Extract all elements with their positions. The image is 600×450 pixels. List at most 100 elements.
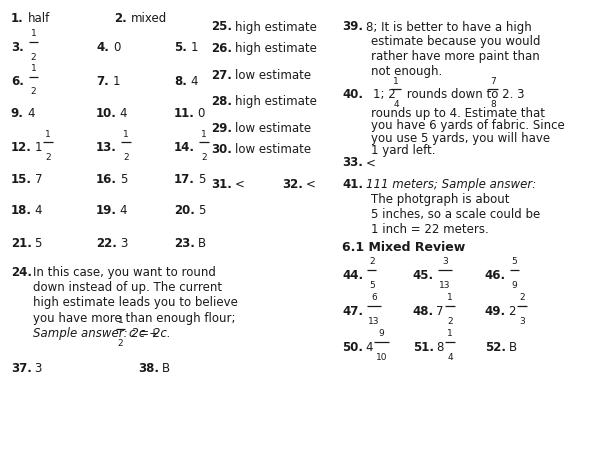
- Text: 9: 9: [512, 281, 517, 290]
- Text: 5: 5: [35, 238, 42, 250]
- Text: 5: 5: [512, 257, 517, 266]
- Text: 1: 1: [118, 316, 124, 325]
- Text: 1; 2: 1; 2: [373, 88, 395, 101]
- Text: half: half: [28, 12, 50, 24]
- Text: 39.: 39.: [342, 21, 363, 33]
- Text: 6.: 6.: [11, 76, 23, 88]
- Text: 3.: 3.: [11, 41, 23, 54]
- Text: 7: 7: [35, 173, 42, 185]
- Text: 18.: 18.: [11, 204, 32, 217]
- Text: In this case, you want to round: In this case, you want to round: [33, 266, 216, 279]
- Text: 5: 5: [120, 173, 127, 185]
- Text: 26.: 26.: [211, 42, 232, 54]
- Text: rather have more paint than: rather have more paint than: [371, 50, 539, 63]
- Text: Sample answer: 2c +: Sample answer: 2c +: [33, 328, 163, 340]
- Text: 8: 8: [490, 100, 496, 109]
- Text: low estimate: low estimate: [235, 122, 311, 135]
- Text: 6.1 Mixed Review: 6.1 Mixed Review: [342, 241, 465, 254]
- Text: rounds up to 4. Estimate that: rounds up to 4. Estimate that: [371, 107, 545, 120]
- Text: 41.: 41.: [342, 178, 363, 191]
- Text: 13.: 13.: [96, 141, 117, 154]
- Text: 5: 5: [198, 204, 205, 217]
- Text: 23.: 23.: [174, 238, 195, 250]
- Text: B: B: [198, 238, 206, 250]
- Text: 4: 4: [120, 204, 127, 217]
- Text: 15.: 15.: [11, 173, 32, 185]
- Text: 2.: 2.: [114, 12, 127, 24]
- Text: 40.: 40.: [342, 88, 363, 101]
- Text: 48.: 48.: [413, 305, 434, 318]
- Text: 1: 1: [201, 130, 206, 139]
- Text: 20.: 20.: [174, 204, 195, 217]
- Text: 8: 8: [436, 341, 444, 354]
- Text: 17.: 17.: [174, 173, 195, 185]
- Text: 19.: 19.: [96, 204, 117, 217]
- Text: 0: 0: [198, 107, 205, 120]
- Text: 29.: 29.: [211, 122, 232, 135]
- Text: 0: 0: [113, 41, 120, 54]
- Text: 4: 4: [447, 353, 453, 362]
- Text: 30.: 30.: [211, 143, 232, 156]
- Text: you have 6 yards of fabric. Since: you have 6 yards of fabric. Since: [371, 120, 565, 132]
- Text: <: <: [365, 157, 376, 169]
- Text: 1: 1: [447, 293, 453, 302]
- Text: 37.: 37.: [11, 363, 32, 375]
- Text: 3: 3: [120, 238, 127, 250]
- Text: 49.: 49.: [485, 305, 506, 318]
- Text: 4: 4: [393, 100, 398, 109]
- Text: 12.: 12.: [11, 141, 32, 154]
- Text: 7.: 7.: [96, 76, 109, 88]
- Text: high estimate: high estimate: [235, 42, 317, 54]
- Text: 1: 1: [31, 64, 37, 73]
- Text: 52.: 52.: [485, 341, 506, 354]
- Text: rounds down to 2. 3: rounds down to 2. 3: [403, 88, 524, 101]
- Text: <: <: [235, 178, 245, 191]
- Text: 4: 4: [28, 107, 35, 120]
- Text: 3: 3: [35, 363, 42, 375]
- Text: 1: 1: [393, 76, 399, 86]
- Text: down instead of up. The current: down instead of up. The current: [33, 281, 222, 294]
- Text: 1 inch = 22 meters.: 1 inch = 22 meters.: [371, 223, 488, 235]
- Text: 10.: 10.: [96, 107, 117, 120]
- Text: 5 inches, so a scale could be: 5 inches, so a scale could be: [371, 208, 540, 220]
- Text: 24.: 24.: [11, 266, 32, 279]
- Text: 2: 2: [118, 339, 124, 348]
- Text: 4.: 4.: [96, 41, 109, 54]
- Text: 9: 9: [379, 329, 385, 338]
- Text: 8; It is better to have a high: 8; It is better to have a high: [365, 21, 532, 33]
- Text: 32.: 32.: [282, 178, 303, 191]
- Text: 1: 1: [191, 41, 198, 54]
- Text: 3: 3: [519, 317, 525, 326]
- Text: 25.: 25.: [211, 21, 232, 33]
- Text: 28.: 28.: [211, 95, 232, 108]
- Text: 3: 3: [442, 257, 448, 266]
- Text: 51.: 51.: [413, 341, 434, 354]
- Text: 2: 2: [45, 153, 51, 162]
- Text: 45.: 45.: [413, 269, 434, 282]
- Text: B: B: [162, 363, 170, 375]
- Text: 5: 5: [198, 173, 205, 185]
- Text: 7: 7: [436, 305, 444, 318]
- Text: 11.: 11.: [174, 107, 195, 120]
- Text: 33.: 33.: [342, 157, 363, 169]
- Text: 5: 5: [369, 281, 374, 290]
- Text: 4: 4: [365, 341, 373, 354]
- Text: 5.: 5.: [174, 41, 187, 54]
- Text: 2: 2: [509, 305, 516, 318]
- Text: 50.: 50.: [342, 341, 363, 354]
- Text: low estimate: low estimate: [235, 69, 311, 81]
- Text: 1: 1: [35, 141, 42, 154]
- Text: 2: 2: [31, 87, 37, 96]
- Text: 13: 13: [368, 317, 380, 326]
- Text: 9.: 9.: [11, 107, 23, 120]
- Text: 47.: 47.: [342, 305, 363, 318]
- Text: 4: 4: [191, 76, 198, 88]
- Text: The photgraph is about: The photgraph is about: [371, 193, 509, 206]
- Text: 2: 2: [519, 293, 525, 302]
- Text: 2: 2: [369, 257, 374, 266]
- Text: 46.: 46.: [485, 269, 506, 282]
- Text: low estimate: low estimate: [235, 143, 311, 156]
- Text: 44.: 44.: [342, 269, 363, 282]
- Text: you have more than enough flour;: you have more than enough flour;: [33, 312, 235, 324]
- Text: high estimate: high estimate: [235, 95, 317, 108]
